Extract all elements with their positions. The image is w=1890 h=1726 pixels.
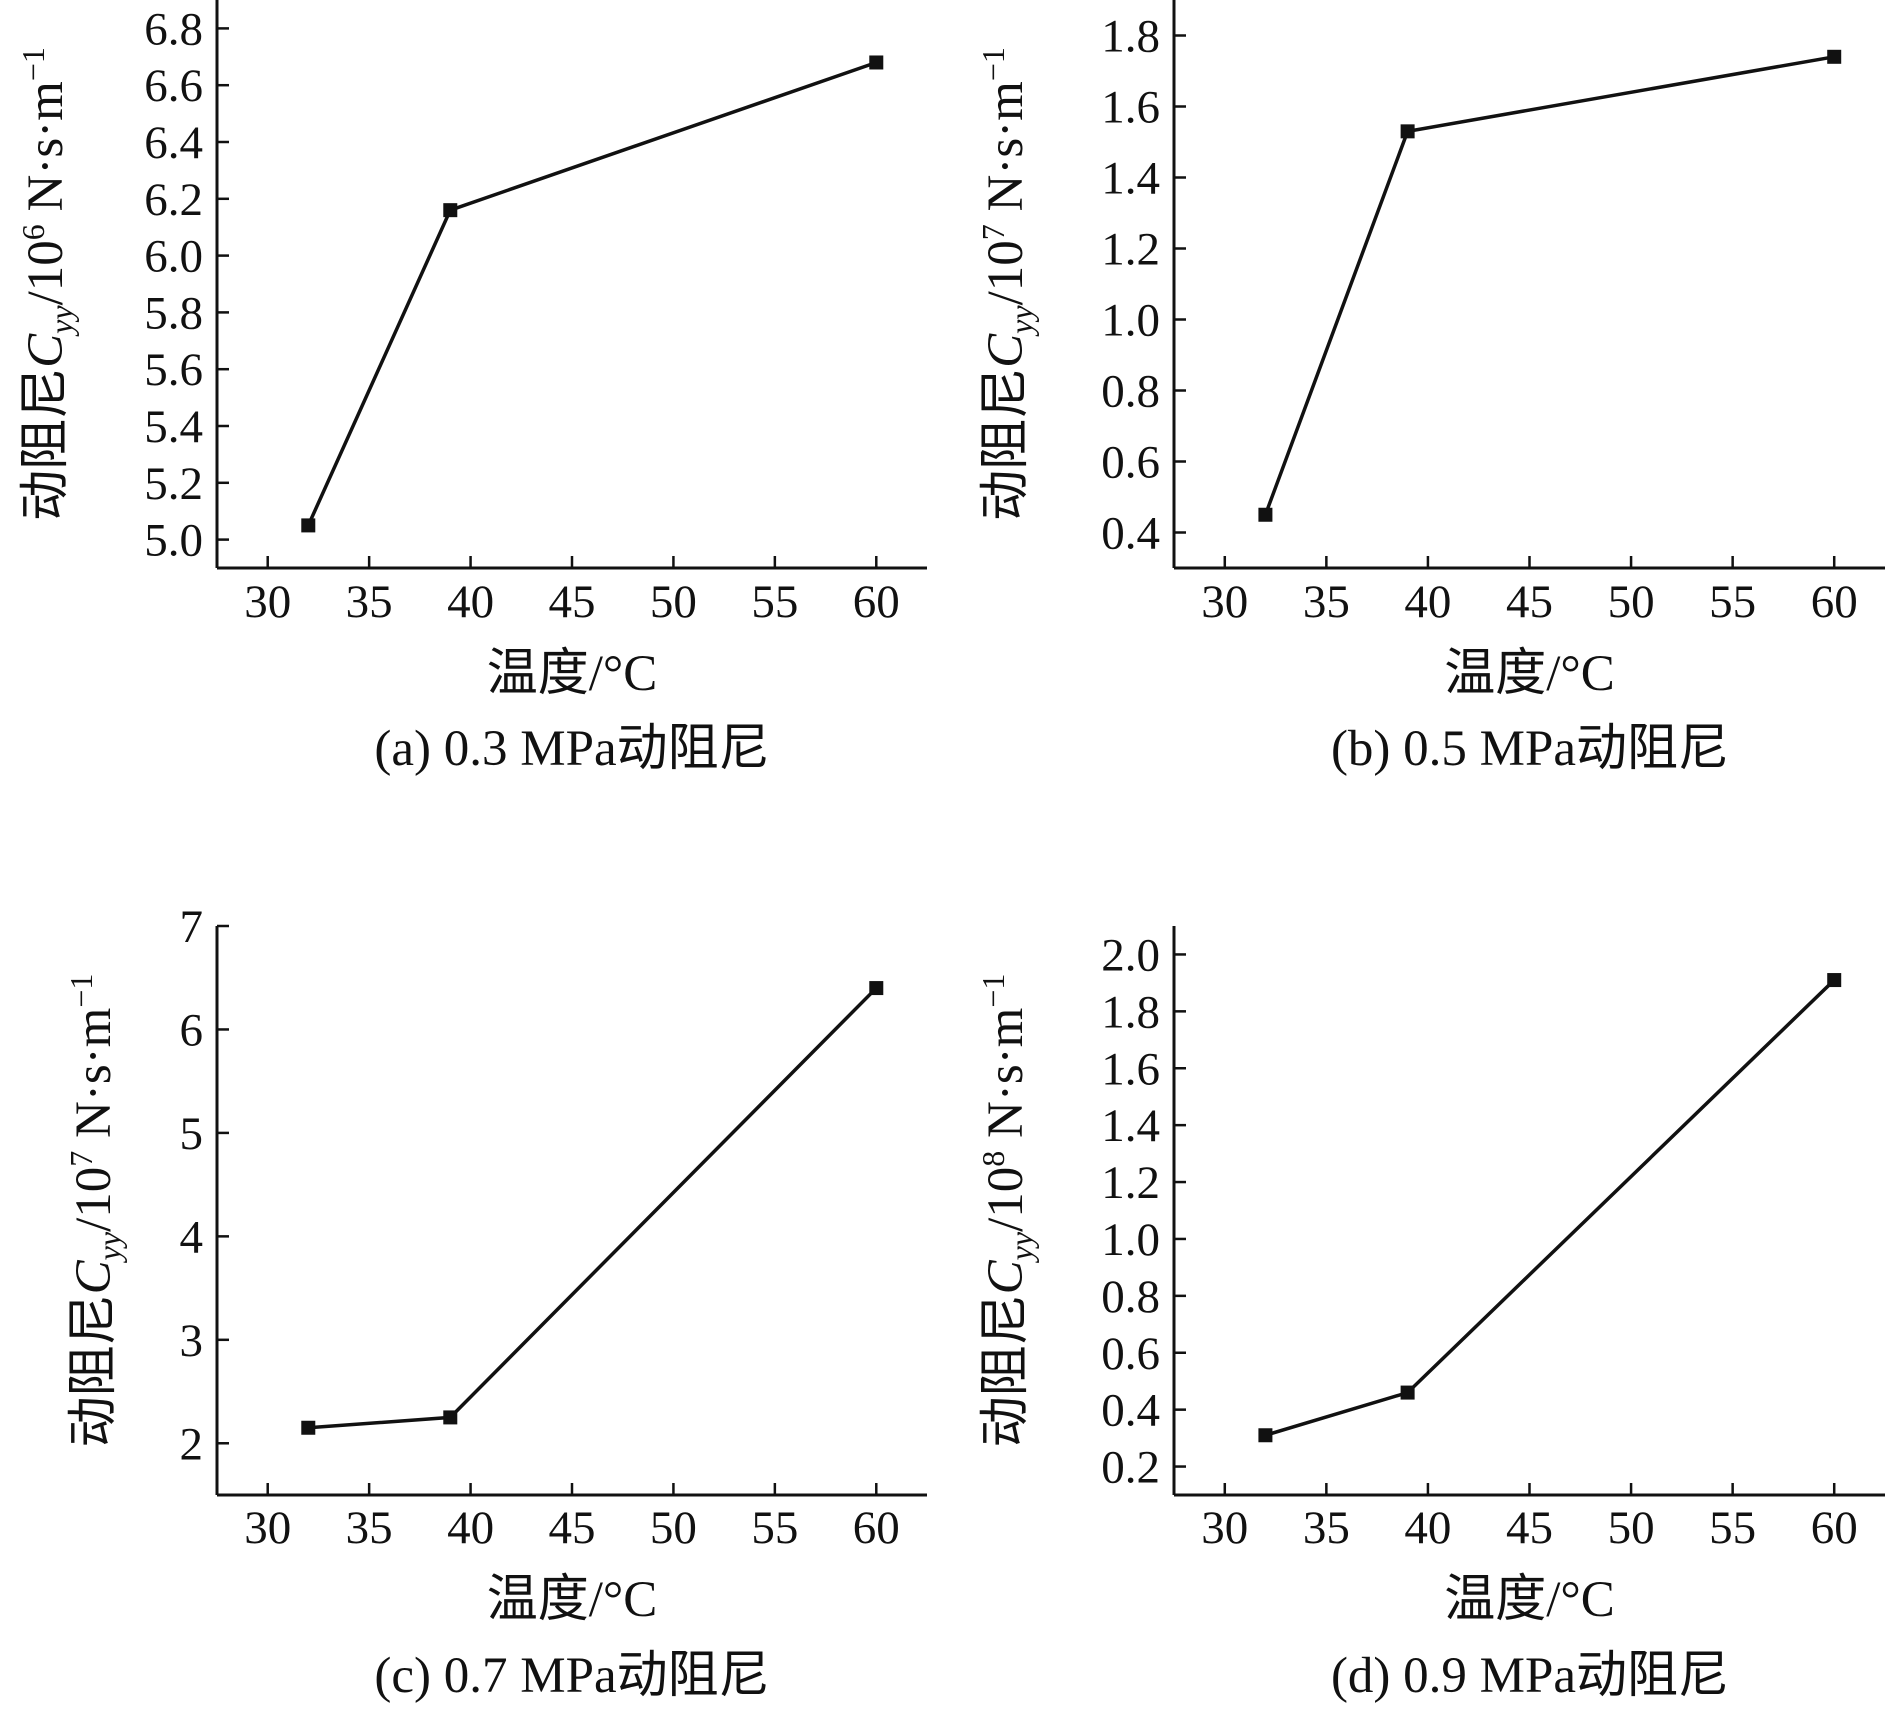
y-tick-label: 0.6 xyxy=(1101,1328,1160,1380)
y-tick-label: 5 xyxy=(180,1108,204,1160)
y-axis-title: 动阻尼Cyy/106 N·s·m−1 xyxy=(15,47,79,521)
series-line xyxy=(1263,55,1835,516)
y-tick-label: 1.2 xyxy=(1101,224,1160,276)
x-tick-label: 35 xyxy=(1303,576,1350,628)
y-tick-label: 1.8 xyxy=(1101,986,1160,1038)
x-tick-label: 60 xyxy=(1811,1502,1858,1554)
x-tick-label: 30 xyxy=(1201,1502,1248,1554)
y-tick-label: 0.2 xyxy=(1101,1442,1160,1494)
y-tick-label: 6.6 xyxy=(144,60,203,112)
x-tick-label: 55 xyxy=(751,576,798,628)
data-point xyxy=(869,55,884,70)
y-tick-label: 6.8 xyxy=(144,3,203,55)
panel-caption: (b) 0.5 MPa动阻尼 xyxy=(1331,721,1729,777)
data-point xyxy=(1258,1428,1273,1443)
x-tick-label: 40 xyxy=(1404,576,1451,628)
y-tick-label: 1.0 xyxy=(1101,1214,1160,1266)
x-tick-label: 30 xyxy=(244,576,291,628)
x-tick-label: 45 xyxy=(1506,576,1553,628)
x-tick-label: 40 xyxy=(447,1502,494,1554)
y-tick-label: 1.0 xyxy=(1101,295,1160,347)
x-tick-label: 55 xyxy=(751,1502,798,1554)
y-axis-title: 动阻尼Cyy/107 N·s·m−1 xyxy=(975,47,1039,521)
y-tick-label: 5.2 xyxy=(144,458,203,510)
x-axis-title: 温度/°C xyxy=(1444,646,1615,702)
series-line xyxy=(308,986,878,1430)
y-tick-label: 5.4 xyxy=(144,401,203,453)
y-tick-label: 1.8 xyxy=(1101,11,1160,63)
y-tick-label: 0.6 xyxy=(1101,437,1160,489)
x-tick-label: 35 xyxy=(346,576,393,628)
y-tick-label: 2.0 xyxy=(1101,929,1160,981)
x-tick-label: 60 xyxy=(853,1502,900,1554)
data-point xyxy=(301,518,316,533)
y-tick-label: 5.6 xyxy=(144,344,203,396)
data-point xyxy=(1827,973,1842,988)
x-tick-label: 45 xyxy=(549,576,596,628)
x-tick-label: 40 xyxy=(447,576,494,628)
data-point xyxy=(443,203,458,218)
y-tick-label: 1.2 xyxy=(1101,1157,1160,1209)
series-line xyxy=(1264,978,1836,1437)
y-tick-label: 0.4 xyxy=(1101,1385,1160,1437)
x-tick-label: 45 xyxy=(1506,1502,1553,1554)
chart-panel-b: 30 35 40 45 50 55 60 0.4 0.6 0.8 1.0 1.2 1.4 1.6 1.8 温度… xyxy=(975,0,1885,777)
data-point xyxy=(1400,124,1415,139)
x-tick-label: 50 xyxy=(650,576,697,628)
x-axis-title: 温度/°C xyxy=(487,646,658,702)
y-tick-label: 1.6 xyxy=(1101,82,1160,134)
x-tick-label: 50 xyxy=(650,1502,697,1554)
data-point xyxy=(1400,1385,1415,1400)
panel-caption: (c) 0.7 MPa动阻尼 xyxy=(374,1648,769,1704)
data-point xyxy=(1258,507,1273,522)
x-tick-label: 50 xyxy=(1608,576,1655,628)
x-tick-label: 30 xyxy=(1201,576,1248,628)
data-point xyxy=(869,981,884,996)
x-tick-label: 45 xyxy=(549,1502,596,1554)
y-tick-label: 6.4 xyxy=(144,117,203,169)
y-tick-label: 6 xyxy=(180,1004,204,1056)
y-tick-label: 1.6 xyxy=(1101,1043,1160,1095)
x-tick-label: 40 xyxy=(1404,1502,1451,1554)
y-tick-label: 6.2 xyxy=(144,174,203,226)
x-tick-label: 60 xyxy=(1811,576,1858,628)
chart-panel-a: 30 35 40 45 50 55 605.05.25.45.65.86.06.26.46.… xyxy=(15,0,927,777)
y-tick-label: 6.0 xyxy=(144,231,203,283)
y-axis-title: 动阻尼Cyy/107 N·s·m−1 xyxy=(63,974,127,1448)
y-tick-label: 2 xyxy=(180,1418,204,1470)
data-point xyxy=(301,1420,316,1435)
y-tick-label: 0.8 xyxy=(1101,1271,1160,1323)
y-tick-label: 0.4 xyxy=(1101,508,1160,560)
data-point xyxy=(1827,49,1842,64)
panel-caption: (a) 0.3 MPa动阻尼 xyxy=(374,721,769,777)
y-tick-label: 3 xyxy=(180,1315,204,1367)
y-tick-label: 5.8 xyxy=(144,287,203,339)
x-axis-title: 温度/°C xyxy=(1444,1572,1615,1628)
x-tick-label: 60 xyxy=(853,576,900,628)
series-line xyxy=(306,60,877,527)
y-axis-title: 动阻尼Cyy/108 N·s·m−1 xyxy=(975,974,1039,1448)
panel-caption: (d) 0.9 MPa动阻尼 xyxy=(1331,1648,1729,1704)
y-tick-label: 4 xyxy=(180,1211,204,1263)
x-tick-label: 35 xyxy=(346,1502,393,1554)
y-tick-label: 1.4 xyxy=(1101,1100,1160,1152)
x-tick-label: 35 xyxy=(1303,1502,1350,1554)
y-tick-label: 7 xyxy=(180,901,204,953)
x-axis-title: 温度/°C xyxy=(487,1572,658,1628)
y-tick-label: 5.0 xyxy=(144,515,203,567)
x-tick-label: 30 xyxy=(244,1502,291,1554)
x-tick-label: 50 xyxy=(1608,1502,1655,1554)
x-tick-label: 55 xyxy=(1709,1502,1756,1554)
y-tick-label: 0.8 xyxy=(1101,366,1160,418)
chart-panel-d: 30 35 40 45 50 55 60 0.20.40.60.81.01.21.41.61.… xyxy=(975,926,1885,1704)
x-tick-label: 55 xyxy=(1709,576,1756,628)
y-tick-label: 1.4 xyxy=(1101,153,1160,205)
data-point xyxy=(443,1410,458,1425)
